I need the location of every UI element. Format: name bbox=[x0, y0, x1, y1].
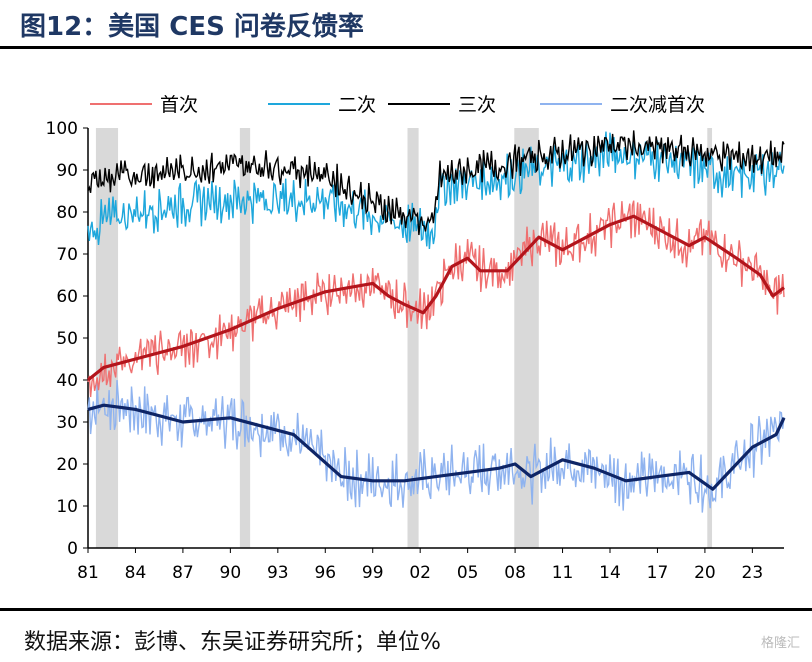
chart-title: 图12：美国 CES 问卷反馈率 bbox=[20, 12, 364, 42]
series-smooth-line-3 bbox=[87, 403, 786, 491]
y-tick-label-70: 70 bbox=[56, 245, 78, 265]
series-line-2 bbox=[87, 130, 785, 236]
recession-band-1 bbox=[239, 128, 251, 548]
y-tick-label-40: 40 bbox=[56, 371, 78, 391]
x-tick-label-02: 02 bbox=[409, 563, 431, 583]
x-tick-label-84: 84 bbox=[125, 563, 147, 583]
y-tick-label-80: 80 bbox=[56, 203, 78, 223]
y-tick-label-0: 0 bbox=[67, 539, 78, 559]
series-line-0 bbox=[87, 200, 785, 398]
recession-band-3 bbox=[514, 128, 539, 548]
series-line-1 bbox=[87, 131, 785, 250]
x-tick-label-96: 96 bbox=[314, 563, 336, 583]
data-source-note: 数据来源：彭博、东吴证券研究所；单位% bbox=[24, 630, 441, 655]
x-tick-label-87: 87 bbox=[172, 563, 194, 583]
recession-band-0 bbox=[95, 128, 119, 548]
x-tick-label-99: 99 bbox=[362, 563, 384, 583]
legend-label-0: 首次 bbox=[160, 94, 198, 116]
y-tick-label-10: 10 bbox=[56, 497, 78, 517]
legend-label-1: 二次 bbox=[338, 94, 376, 116]
watermark-logo: 格隆汇 bbox=[760, 636, 800, 651]
recession-band-4 bbox=[707, 128, 713, 548]
y-tick-label-50: 50 bbox=[56, 329, 78, 349]
x-tick-label-90: 90 bbox=[220, 563, 242, 583]
x-tick-label-17: 17 bbox=[647, 563, 669, 583]
line-chart: 0 10 20 30 40 50 60 70 80 90 100 81 84 87 90 93 96 99 02 05… bbox=[46, 94, 786, 583]
y-tick-label-20: 20 bbox=[56, 455, 78, 475]
series-line-3 bbox=[87, 380, 785, 513]
x-tick-label-05: 05 bbox=[457, 563, 479, 583]
series-smooth-line-0 bbox=[87, 214, 785, 382]
x-tick-label-14: 14 bbox=[599, 563, 621, 583]
legend-label-3: 二次减首次 bbox=[610, 94, 705, 116]
title-divider bbox=[0, 46, 812, 49]
legend-label-2: 三次 bbox=[458, 94, 496, 116]
y-tick-label-60: 60 bbox=[56, 287, 78, 307]
x-tick-label-93: 93 bbox=[267, 563, 289, 583]
recession-band-2 bbox=[407, 128, 419, 548]
x-tick-label-81: 81 bbox=[77, 563, 99, 583]
x-tick-label-11: 11 bbox=[552, 563, 574, 583]
x-tick-label-20: 20 bbox=[694, 563, 716, 583]
x-tick-label-23: 23 bbox=[742, 563, 764, 583]
y-tick-label-30: 30 bbox=[56, 413, 78, 433]
y-tick-label-90: 90 bbox=[56, 161, 78, 181]
x-tick-label-08: 08 bbox=[504, 563, 526, 583]
y-tick-label-100: 100 bbox=[46, 119, 78, 139]
footer-divider bbox=[0, 608, 812, 611]
